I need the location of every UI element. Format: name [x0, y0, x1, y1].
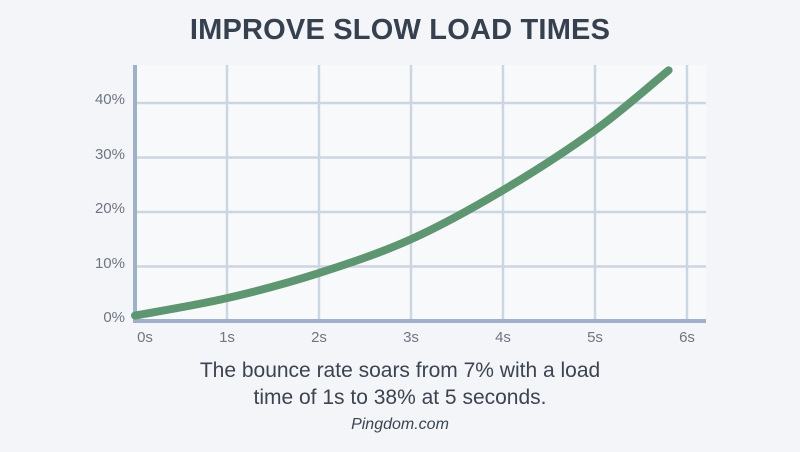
x-tick-label: 1s — [219, 329, 235, 346]
plot-area — [135, 65, 706, 321]
y-tick-label: 20% — [94, 200, 125, 217]
source-credit: Pingdom.com — [351, 416, 449, 433]
caption-line-2: time of 1s to 38% at 5 seconds. — [253, 386, 547, 409]
grid-lines — [135, 65, 706, 321]
x-tick-label: 2s — [311, 329, 327, 346]
y-tick-label: 10% — [94, 254, 125, 272]
axes — [133, 65, 706, 323]
chart-title: IMPROVE SLOW LOAD TIMES — [189, 14, 611, 46]
x-tick-label: 5s — [587, 329, 603, 346]
x-tick-label: 3s — [403, 329, 419, 346]
caption-line-1: The bounce rate soars from 7% with a loa… — [199, 359, 601, 382]
x-tick-label: 0s — [137, 329, 153, 346]
y-tick-label: 30% — [94, 145, 125, 163]
bounce-rate-line — [131, 66, 673, 320]
x-tick-label: 4s — [495, 329, 511, 346]
y-tick-label: 40% — [94, 91, 125, 108]
y-tick-label: 0% — [103, 309, 125, 326]
x-tick-label: 6s — [679, 329, 695, 346]
